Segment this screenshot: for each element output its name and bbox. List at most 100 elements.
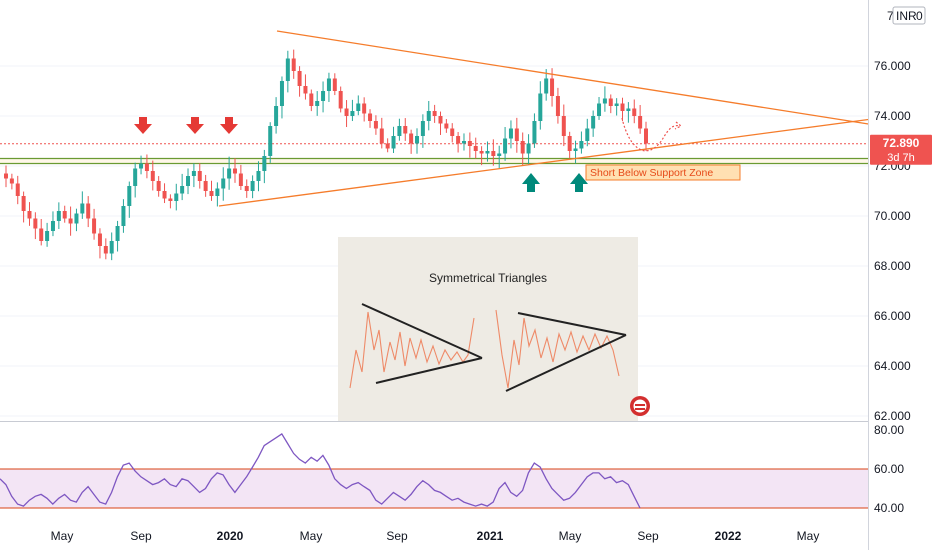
currency-suffix: 0 [916,9,923,23]
price-tick-label: 64.000 [874,359,911,373]
signal-arrows [134,117,588,192]
candle-body [4,173,8,179]
candle-body [191,171,196,176]
up-arrow-marker [570,173,588,192]
candle-body [550,78,555,96]
candle-body [485,151,490,154]
candle-body [56,211,61,221]
time-tick-label: Sep [386,529,408,543]
inset-left-price-path [349,311,475,389]
time-tick-label: May [559,529,582,543]
trendlines[interactable] [218,30,932,207]
candle-body [415,136,420,144]
candle-body [491,151,496,156]
candle-body [133,168,138,186]
candle-body [203,181,208,191]
currency-prefix: 7 [887,9,894,23]
candle-body [291,58,296,71]
candle-body [279,81,284,106]
candle-body [597,103,602,116]
candle-body [503,138,508,154]
down-arrow-marker [220,117,238,134]
candle-body [27,211,32,219]
candle-body [632,108,637,116]
price-axis[interactable]: 76.00074.00072.00070.00068.00066.00064.0… [868,0,932,550]
support-zone [0,157,868,165]
candles [4,49,648,261]
inset-right-price-path [495,309,620,389]
candle-body [479,151,484,154]
candle-body [409,133,414,144]
candle-body [626,108,631,111]
candle-body [438,116,443,124]
candle-body [127,186,132,206]
candle-body [467,141,472,146]
inset-title: Symmetrical Triangles [429,271,547,285]
time-tick-label: May [797,529,820,543]
up-arrow-marker [522,173,540,192]
candle-body [391,136,396,149]
candle-body [45,231,50,241]
candle-body [268,126,273,156]
candle-body [250,181,255,191]
candle-body [561,116,566,136]
candle-body [174,193,179,201]
price-tick-label: 66.000 [874,309,911,323]
candle-body [644,128,648,144]
candle-body [309,93,314,106]
candle-body [526,143,531,154]
rsi-tick-label: 40.00 [874,501,904,515]
inset-right-lower-line [505,334,627,392]
candle-body [332,78,337,91]
time-tick-label: Sep [130,529,152,543]
time-tick-label: Sep [637,529,659,543]
inset-left-upper-line [361,303,483,359]
inset-left-lower-line [375,357,483,384]
candle-body [321,91,326,101]
projection-dotted-path [621,117,681,152]
annotation-text: Short Below Support Zone [590,167,713,179]
candle-body [115,226,120,241]
candle-body [15,183,20,196]
annotation-callout[interactable]: Short Below Support Zone [585,164,741,181]
candle-body [456,136,461,144]
candle-body [602,98,607,104]
candle-body [244,186,249,191]
candle-body [121,206,126,226]
candle-body [579,141,584,149]
price-tick-label: 76.000 [874,59,911,73]
candle-body [285,58,290,81]
candle-body [497,153,502,156]
projection-arrowhead [674,121,683,130]
rsi-tick-label: 60.00 [874,462,904,476]
candle-body [473,146,478,151]
time-axis[interactable]: May Sep 2020 May Sep 2021 May Sep 2022 May [51,529,820,543]
candle-body [103,246,108,254]
candle-body [379,128,384,144]
candle-body [92,218,97,234]
candle-body [50,221,55,231]
candle-body [397,126,402,136]
candle-body [209,191,214,196]
price-tick-label: 62.000 [874,409,911,423]
candle-body [221,178,226,189]
candle-body [303,86,308,94]
candle-body [80,203,85,214]
candle-body [186,176,191,186]
time-tick-label: 2020 [217,529,244,543]
candle-body [620,103,625,111]
rsi-band [0,469,868,508]
candle-body [262,156,267,171]
currency-label: 7 INR 0 [887,6,926,25]
trendline-support[interactable] [218,110,932,207]
candle-body [68,218,73,224]
inset-logo-icon [630,396,650,416]
trendline-resistance[interactable] [276,30,932,135]
candle-body [297,71,302,86]
candle-body [514,128,519,141]
candle-body [144,163,149,171]
inset-right-upper-line [517,312,627,336]
candle-body [432,111,437,116]
triangles-inset: Symmetrical Triangles [338,237,650,421]
